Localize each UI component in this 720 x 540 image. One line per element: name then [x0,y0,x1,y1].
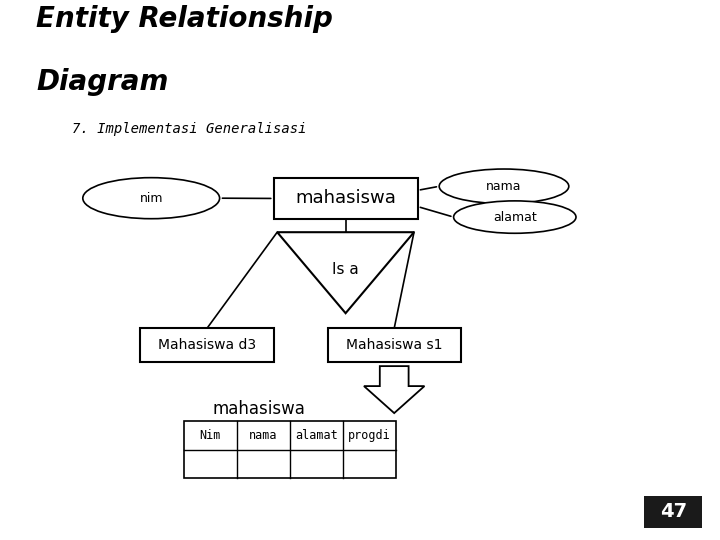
Text: Is a: Is a [332,262,359,278]
Text: mahasiswa: mahasiswa [212,401,305,418]
Ellipse shape [83,178,220,219]
FancyBboxPatch shape [184,421,396,478]
Text: alamat: alamat [493,211,536,224]
Ellipse shape [439,169,569,204]
Text: nama: nama [249,429,277,442]
Text: Mahasiswa s1: Mahasiswa s1 [346,338,443,352]
Text: Entity Relationship: Entity Relationship [36,5,333,33]
Text: 7. Implementasi Generalisasi: 7. Implementasi Generalisasi [72,122,307,136]
Polygon shape [277,232,414,313]
FancyBboxPatch shape [274,178,418,219]
FancyBboxPatch shape [140,328,274,362]
Text: Nim: Nim [199,429,221,442]
Text: Mahasiswa d3: Mahasiswa d3 [158,338,256,352]
Text: mahasiswa: mahasiswa [295,190,396,207]
Text: 47: 47 [660,502,687,522]
Polygon shape [364,366,425,413]
FancyBboxPatch shape [644,496,702,528]
Text: progdi: progdi [348,429,391,442]
Ellipse shape [454,201,576,233]
Text: Diagram: Diagram [36,68,168,96]
FancyBboxPatch shape [328,328,461,362]
Text: nama: nama [486,180,522,193]
Text: alamat: alamat [295,429,338,442]
Text: nim: nim [140,192,163,205]
